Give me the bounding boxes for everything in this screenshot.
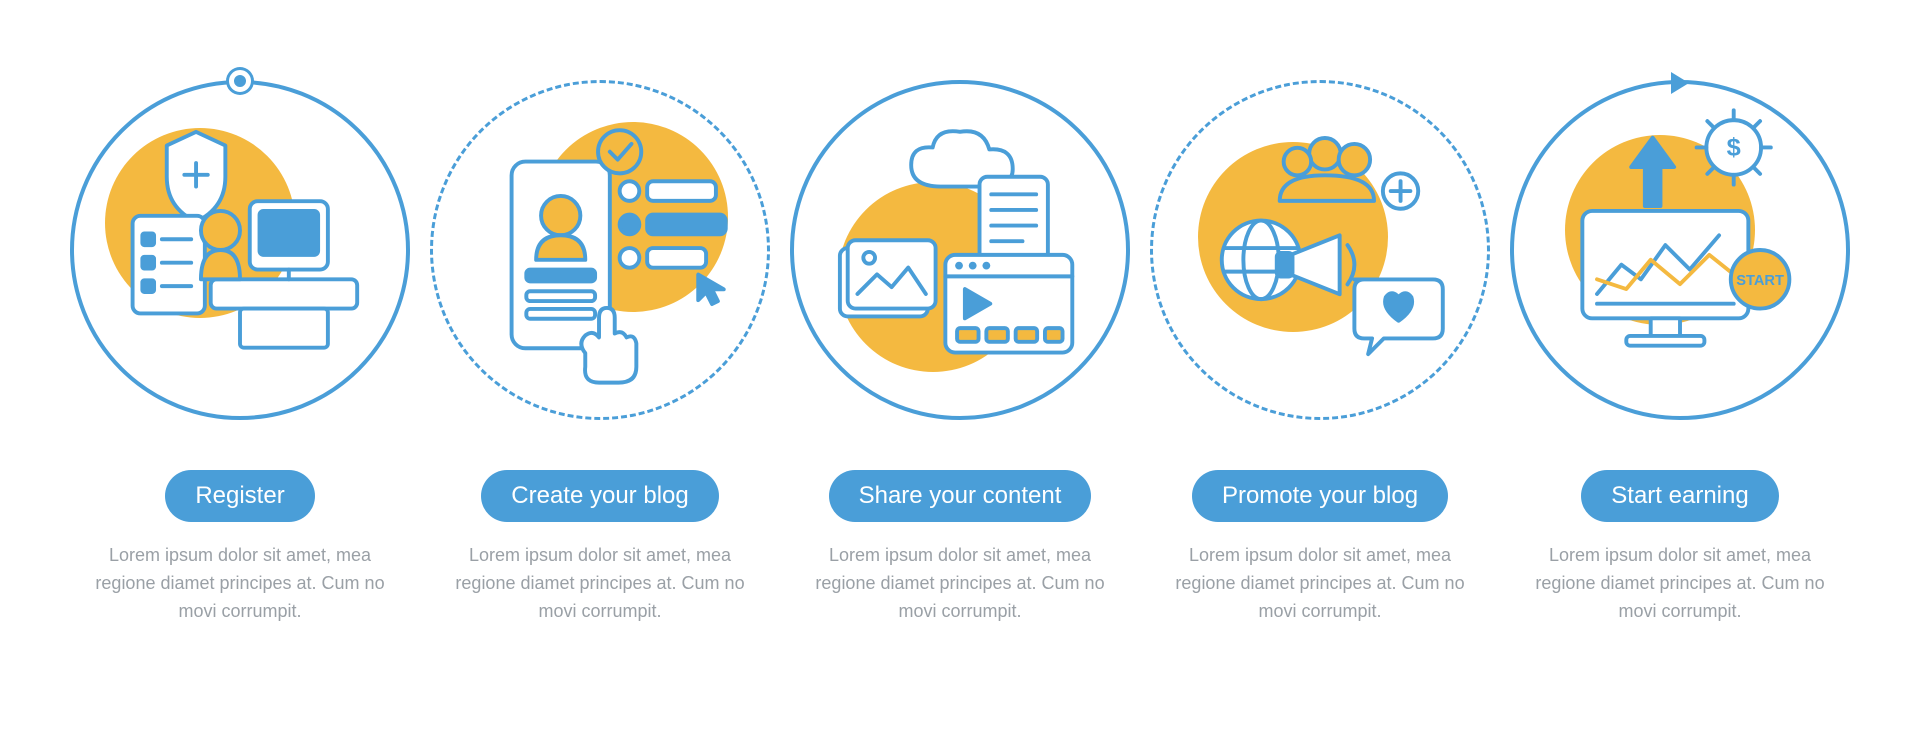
svg-text:$: $	[1727, 133, 1741, 161]
start-badge-icon: START	[1731, 250, 1790, 309]
desc-create: Lorem ipsum dolor sit amet, mea regione …	[430, 542, 770, 626]
share-content-icon	[794, 84, 1126, 416]
pill-earn: Start earning	[1581, 470, 1778, 522]
pill-register: Register	[165, 470, 314, 522]
pill-promote: Promote your blog	[1192, 470, 1448, 522]
step-create	[430, 80, 770, 420]
labels-row: Register Lorem ipsum dolor sit amet, mea…	[0, 470, 1920, 626]
step-register	[70, 80, 410, 420]
label-col-create: Create your blog Lorem ipsum dolor sit a…	[430, 470, 770, 626]
promote-blog-icon	[1153, 83, 1487, 417]
create-blog-icon	[433, 83, 767, 417]
start-earning-icon: $ START	[1514, 84, 1846, 416]
flow-start-dot	[229, 70, 251, 92]
pill-share: Share your content	[829, 470, 1092, 522]
desc-earn: Lorem ipsum dolor sit amet, mea regione …	[1510, 542, 1850, 626]
desc-register: Lorem ipsum dolor sit amet, mea regione …	[70, 542, 410, 626]
label-col-earn: Start earning Lorem ipsum dolor sit amet…	[1510, 470, 1850, 626]
label-col-register: Register Lorem ipsum dolor sit amet, mea…	[70, 470, 410, 626]
desc-promote: Lorem ipsum dolor sit amet, mea regione …	[1150, 542, 1490, 626]
start-badge-label: START	[1736, 273, 1784, 289]
pill-create: Create your blog	[481, 470, 718, 522]
step-earn: $ START	[1510, 80, 1850, 420]
register-icon	[74, 84, 406, 416]
steps-row: $ START	[0, 70, 1920, 430]
flow-end-arrow	[1671, 72, 1689, 94]
step-share	[790, 80, 1130, 420]
desc-share: Lorem ipsum dolor sit amet, mea regione …	[790, 542, 1130, 626]
step-promote	[1150, 80, 1490, 420]
label-col-promote: Promote your blog Lorem ipsum dolor sit …	[1150, 470, 1490, 626]
label-col-share: Share your content Lorem ipsum dolor sit…	[790, 470, 1130, 626]
